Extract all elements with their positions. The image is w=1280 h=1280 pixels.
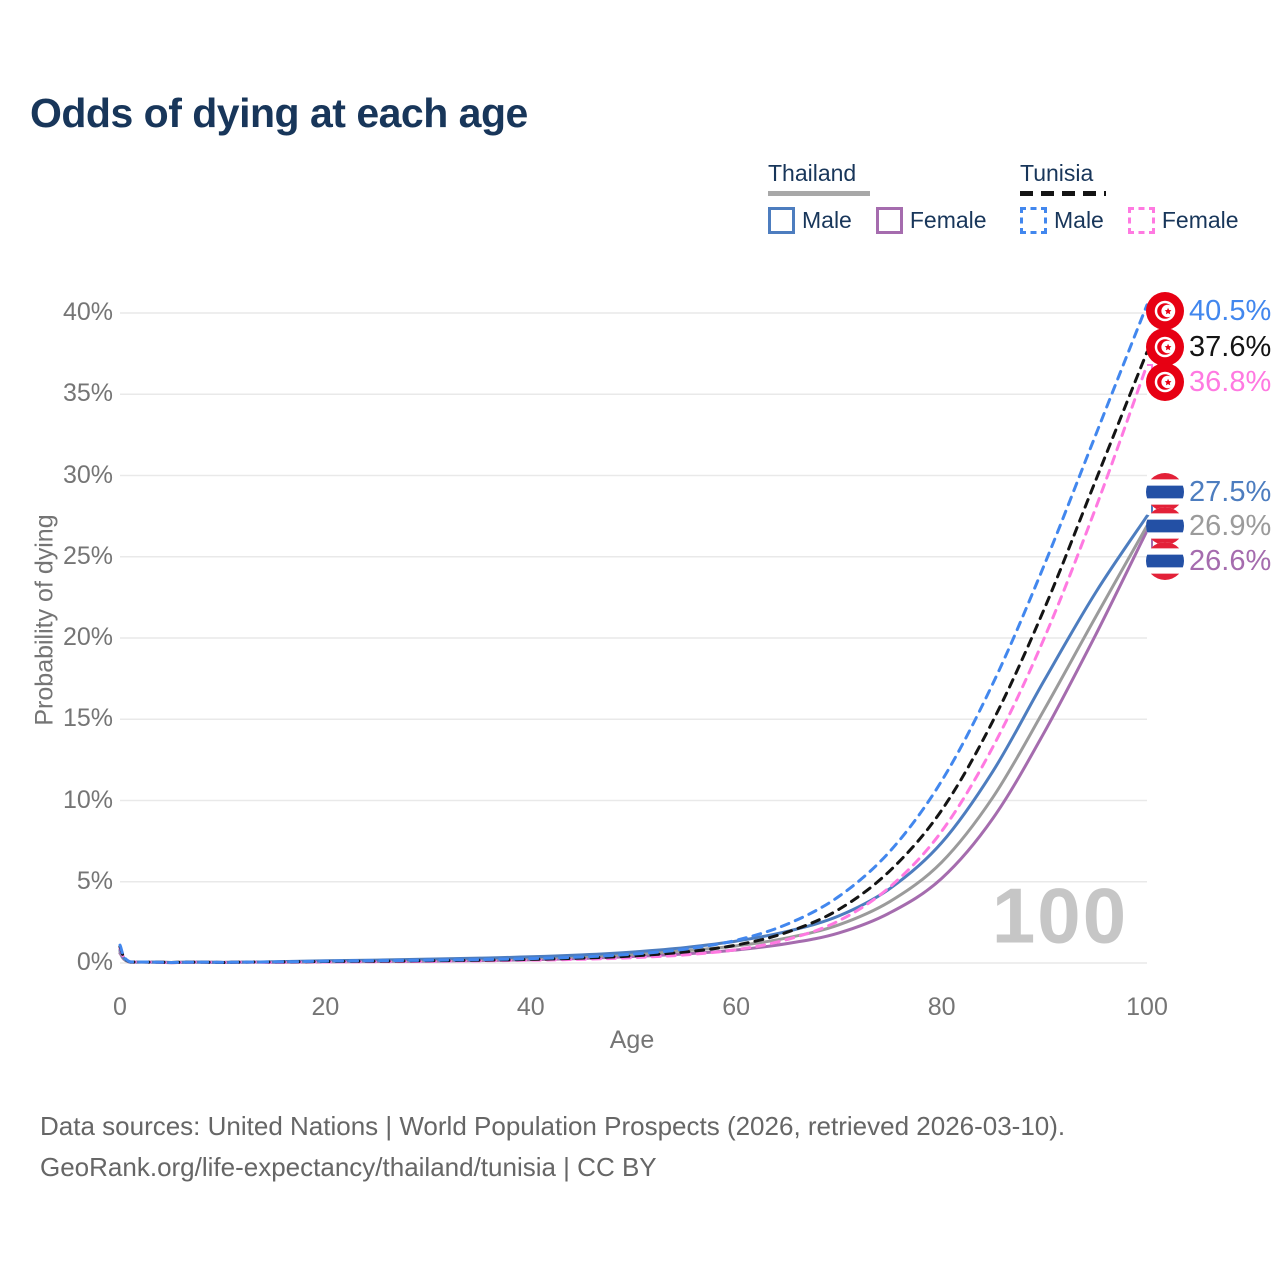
age-watermark: 100 <box>991 871 1129 960</box>
legend-country-label: Thailand <box>768 160 857 186</box>
x-tick-label: 100 <box>1126 993 1168 1021</box>
x-tick-label: 0 <box>113 993 127 1021</box>
thailand-female-swatch <box>875 207 903 234</box>
end-value: 36.8% <box>1189 365 1272 398</box>
tunisia-male-swatch <box>1020 207 1047 234</box>
end-label-thailand-both: 26.9% <box>1146 507 1271 545</box>
x-tick-label: 60 <box>722 993 751 1021</box>
x-tick-label: 20 <box>311 993 340 1021</box>
x-tick-label: 80 <box>927 993 956 1021</box>
legend-group-tunisia: Tunisia Male Female <box>1020 160 1239 234</box>
end-value: 37.6% <box>1189 330 1272 363</box>
series-line-tunisia-male <box>118 303 1149 965</box>
tunisia-female-swatch <box>1127 207 1155 234</box>
footer: Data sources: United Nations | World Pop… <box>40 1106 1065 1188</box>
thailand-flag-icon <box>1146 507 1184 545</box>
end-label-tunisia-female: 36.8% <box>1146 363 1271 401</box>
y-tick-label: 40% <box>62 298 113 326</box>
tunisia-flag-icon <box>1146 328 1184 366</box>
legend-item-label: Female <box>1161 207 1239 233</box>
y-tick-label: 30% <box>62 460 113 489</box>
y-tick-label: 35% <box>62 379 113 408</box>
y-tick-label: 25% <box>62 541 113 570</box>
data-sources-line: Data sources: United Nations | World Pop… <box>40 1111 1066 1141</box>
legend-item-label: Male <box>1054 207 1104 233</box>
x-tick-label: 40 <box>516 993 545 1021</box>
end-label-tunisia-male: 40.5% <box>1146 292 1271 330</box>
end-value: 26.9% <box>1189 509 1272 542</box>
legend-item-label: Male <box>802 207 852 233</box>
y-tick-label: 10% <box>62 785 113 814</box>
thailand-male-swatch <box>768 207 795 234</box>
y-tick-label: 20% <box>62 623 113 651</box>
x-axis-title: Age <box>609 1026 655 1054</box>
thailand-flag-icon <box>1146 473 1184 511</box>
legend-group-thailand: Thailand Male Female <box>768 160 987 234</box>
tunisia-line-swatch <box>1020 191 1106 196</box>
chart-title: Odds of dying at each age <box>30 90 528 136</box>
legend-item-label: Female <box>909 207 987 233</box>
end-value: 40.5% <box>1189 294 1272 327</box>
y-axis-title: Probability of dying <box>30 514 59 726</box>
y-tick-label: 0% <box>76 948 113 976</box>
tunisia-flag-icon <box>1146 292 1184 330</box>
end-label-tunisia-both: 37.6% <box>1146 328 1271 366</box>
end-label-thailand-female: 26.6% <box>1146 542 1271 580</box>
attribution-line: GeoRank.org/life-expectancy/thailand/tun… <box>40 1152 657 1182</box>
end-value: 26.6% <box>1189 544 1272 577</box>
end-label-thailand-male: 27.5% <box>1146 473 1271 511</box>
thailand-line-swatch <box>768 191 870 196</box>
y-tick-label: 5% <box>76 866 113 895</box>
tunisia-flag-icon <box>1146 363 1184 401</box>
thailand-flag-icon <box>1146 542 1184 580</box>
end-value: 27.5% <box>1189 475 1272 508</box>
y-tick-label: 15% <box>62 704 113 733</box>
legend-country-label: Tunisia <box>1020 160 1094 186</box>
